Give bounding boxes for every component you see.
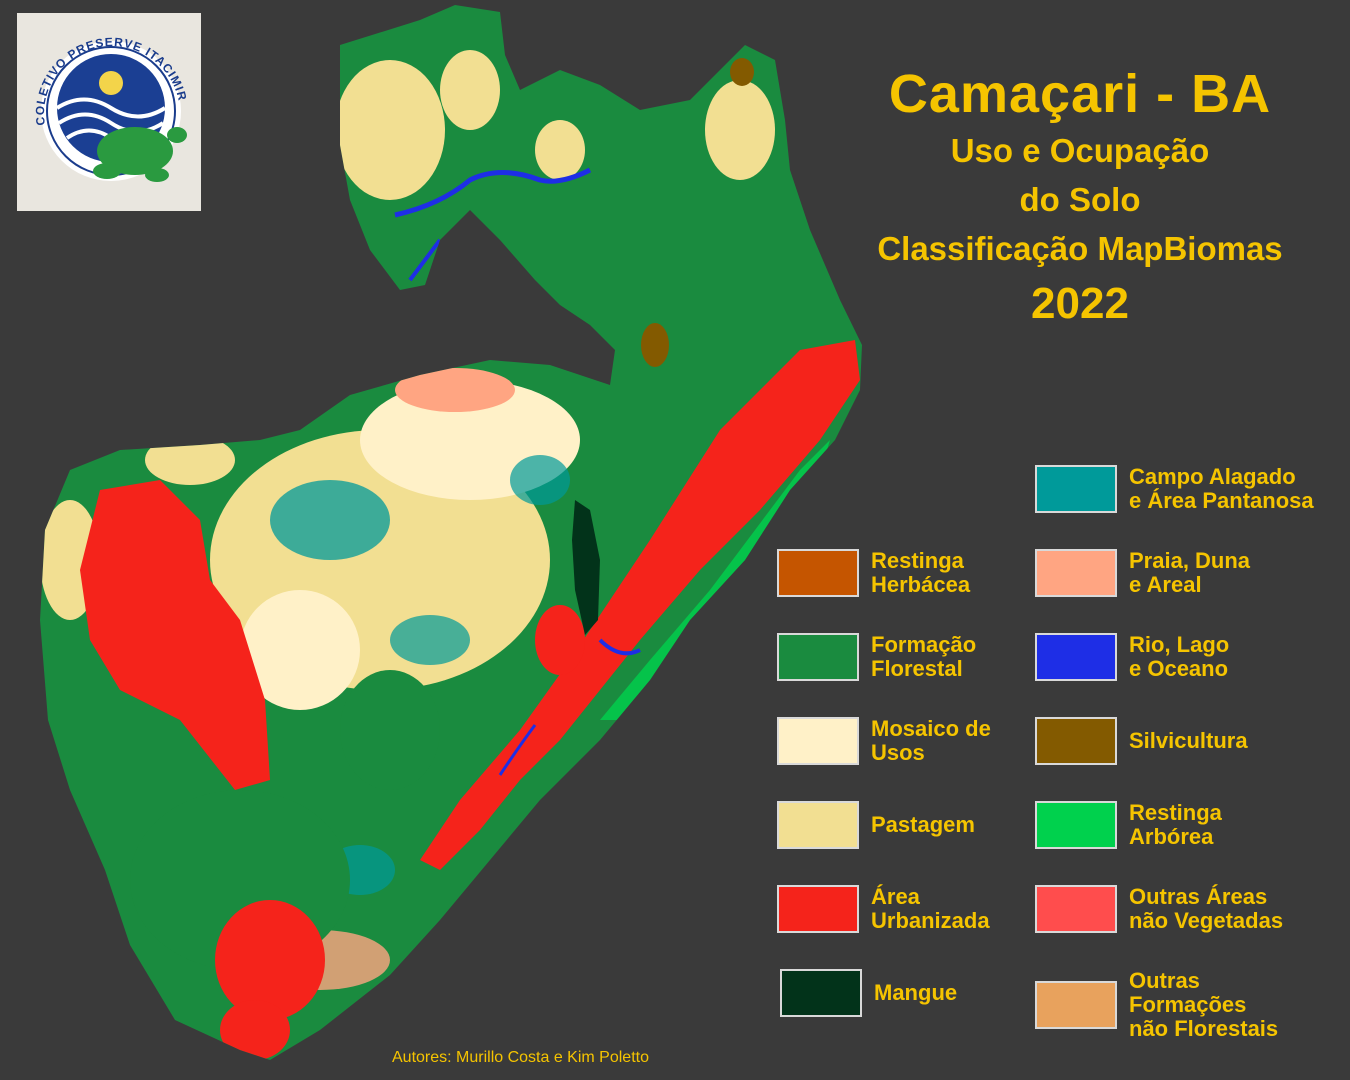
legend-swatch: [777, 885, 859, 933]
title-line-1: Uso e Ocupação: [950, 132, 1210, 169]
legend-swatch: [777, 633, 859, 681]
map-title: Camaçari - BA Uso e Ocupação do Solo Cla…: [840, 62, 1320, 333]
legend-label: Mangue: [874, 980, 958, 1005]
legend-swatch: [1035, 801, 1117, 849]
authors-credit: Autores: Murillo Costa e Kim Poletto: [392, 1049, 649, 1066]
legend-item-mosaico-de-usos: Mosaico de Usos: [777, 717, 991, 765]
legend-item-restinga-arborea: Restinga Arbórea: [1035, 801, 1222, 849]
legend-swatch: [1035, 717, 1117, 765]
legend-swatch: [1035, 633, 1117, 681]
legend-swatch: [780, 969, 862, 1017]
legend-swatch: [777, 717, 859, 765]
legend-label: Restinga Herbácea: [871, 548, 971, 597]
legend-swatch: [1035, 549, 1117, 597]
legend-label: Rio, Lago e Oceano: [1129, 632, 1230, 681]
land-use-map: [40, 5, 862, 1060]
legend-swatch: [777, 801, 859, 849]
legend-label: Praia, Duna e Areal: [1129, 548, 1251, 597]
legend-label: Pastagem: [871, 812, 975, 837]
legend-swatch: [1035, 465, 1117, 513]
legend-item-campo-alagado: Campo Alagado e Área Pantanosa: [1035, 465, 1314, 513]
legend-item-outras-areas-nao-vegetadas: Outras Áreas não Vegetadas: [1035, 885, 1283, 933]
legend-label: Mosaico de Usos: [871, 716, 991, 765]
title-main: Camaçari - BA: [888, 64, 1272, 124]
legend-label: Outras Áreas não Vegetadas: [1129, 884, 1284, 933]
legend-item-pastagem: Pastagem: [777, 801, 975, 849]
turtle-wave-sun-logo-icon: COLETIVO PRESERVE ITACIMIRIM: [17, 13, 189, 182]
legend-item-restinga-herbacea: Restinga Herbácea: [777, 549, 970, 597]
legend-swatch: [777, 549, 859, 597]
legend-item-praia-duna: Praia, Duna e Areal: [1035, 549, 1250, 597]
legend-label: Formação Florestal: [871, 632, 977, 681]
legend-item-mangue: Mangue: [780, 969, 957, 1017]
legend-item-formacao-florestal: Formação Florestal: [777, 633, 976, 681]
legend-item-outras-formacoes-nao-florestais: Outras Formações não Florestais: [1035, 969, 1278, 1041]
title-line-3: Classificação MapBiomas: [877, 230, 1283, 267]
legend-label: Campo Alagado e Área Pantanosa: [1129, 464, 1314, 513]
title-line-2: do Solo: [1019, 181, 1141, 218]
legend-item-silvicultura: Silvicultura: [1035, 717, 1248, 765]
title-year: 2022: [1031, 279, 1129, 328]
legend-label: Área Urbanizada: [871, 884, 990, 933]
legend-swatch: [1035, 885, 1117, 933]
legend-label: Outras Formações não Florestais: [1129, 968, 1279, 1041]
legend-item-rio-lago-oceano: Rio, Lago e Oceano: [1035, 633, 1229, 681]
legend-item-area-urbanizada: Área Urbanizada: [777, 885, 990, 933]
logo: COLETIVO PRESERVE ITACIMIRIM: [17, 13, 201, 211]
legend-label: Silvicultura: [1129, 728, 1248, 753]
legend-label: Restinga Arbórea: [1129, 800, 1222, 849]
legend-swatch: [1035, 981, 1117, 1029]
